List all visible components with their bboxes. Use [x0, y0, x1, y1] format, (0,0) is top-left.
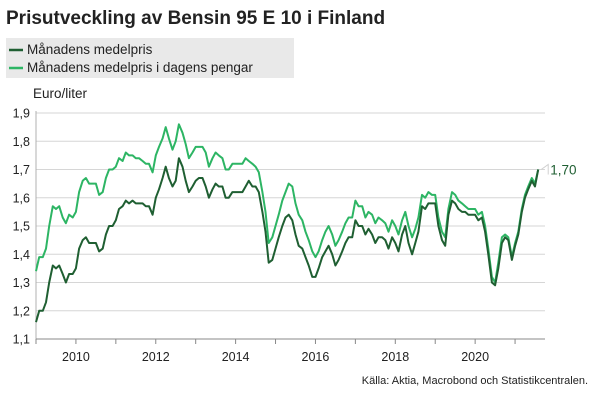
y-tick-label: 1,3 [13, 276, 30, 290]
gridlines [35, 111, 545, 340]
legend-box [6, 38, 294, 78]
chart-title: Prisutveckling av Bensin 95 E 10 i Finla… [6, 8, 385, 29]
y-tick-label: 1,5 [13, 220, 30, 234]
x-tick-label: 2014 [222, 350, 250, 364]
x-tick-label: 2010 [62, 350, 90, 364]
y-tick-label: 1,6 [13, 191, 30, 205]
series-lines [35, 123, 540, 323]
x-tick-label: 2018 [381, 350, 409, 364]
end-value-callout: 1,70 [540, 163, 576, 178]
end-label-pointer [540, 163, 549, 175]
x-tick-label: 2020 [461, 350, 489, 364]
series-line-1 [35, 123, 540, 284]
y-axis-unit-label: Euro/liter [33, 86, 88, 101]
x-tick-label: 2016 [302, 350, 330, 364]
legend-label-series-0: Månadens medelpris [27, 42, 153, 57]
source-note: Källa: Aktia, Macrobond och Statistikcen… [362, 375, 588, 387]
end-value-label: 1,70 [550, 163, 576, 178]
y-axis-ticks: 1,1 1,2 1,3 1,4 1,5 1,6 1,7 1,8 1,9 [13, 107, 30, 347]
y-tick-label: 1,8 [13, 135, 30, 149]
y-tick-label: 1,4 [13, 248, 30, 262]
y-tick-label: 1,1 [13, 333, 30, 347]
x-tick-label: 2012 [142, 350, 170, 364]
series-line-0 [35, 157, 540, 323]
x-axis-ticks: 2010 2012 2014 2016 2018 2020 [35, 339, 516, 364]
y-tick-label: 1,2 [13, 304, 30, 318]
y-tick-label: 1,9 [13, 107, 30, 121]
y-tick-label: 1,7 [13, 163, 30, 177]
legend-label-series-1: Månadens medelpris i dagens pengar [27, 60, 253, 75]
